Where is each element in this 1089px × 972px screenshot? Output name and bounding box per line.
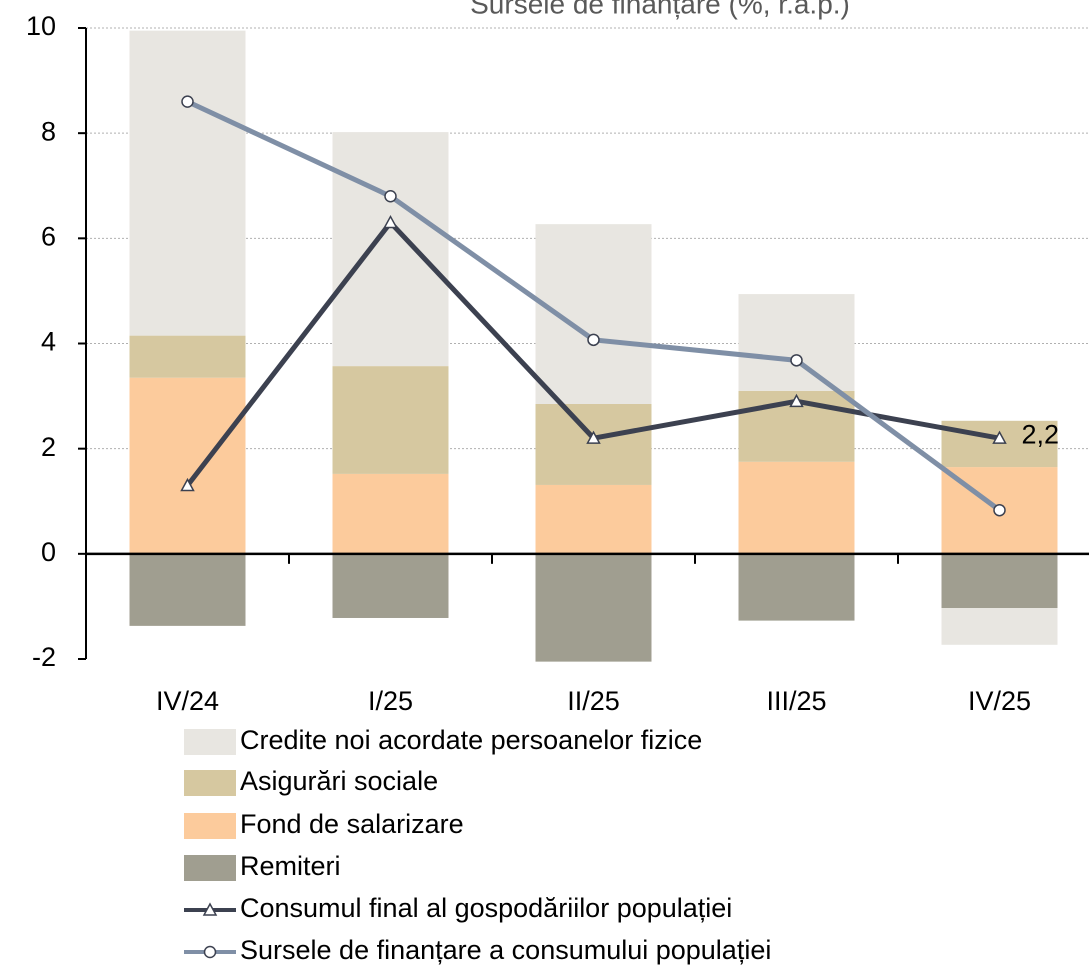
bar — [738, 553, 855, 621]
bar — [941, 607, 1058, 645]
line-marker — [992, 430, 1007, 444]
bar — [535, 403, 652, 485]
x-tick-label: III/25 — [766, 686, 826, 716]
bar — [738, 461, 855, 554]
line-marker — [789, 393, 804, 408]
legend-swatch — [184, 813, 236, 839]
y-tick-label: 10 — [26, 11, 56, 41]
x-tick-label: II/25 — [567, 686, 620, 716]
y-tick-label: -2 — [32, 642, 56, 672]
bar — [129, 335, 246, 378]
chart-title: Sursele de finanțare (%, r.a.p.) — [470, 0, 850, 19]
bar — [129, 30, 246, 336]
legend-swatch — [184, 855, 236, 881]
x-tick-label: IV/25 — [968, 686, 1031, 716]
bar — [332, 366, 449, 474]
bar — [129, 377, 246, 554]
bar — [332, 473, 449, 554]
line-marker — [586, 430, 601, 444]
legend-swatch — [184, 770, 236, 796]
line-marker — [790, 354, 803, 367]
bar — [332, 553, 449, 618]
legend-label: Sursele de finanțare a consumului popula… — [240, 935, 771, 965]
legend-label: Credite noi acordate persoanelor fizice — [240, 725, 702, 755]
x-tick-label: I/25 — [368, 686, 413, 716]
legend-marker — [203, 945, 217, 959]
bar — [332, 132, 449, 367]
legend-label: Remiteri — [240, 851, 341, 881]
data-label: 2,2 — [1022, 419, 1060, 449]
y-tick-label: 0 — [41, 537, 56, 567]
line-marker — [383, 214, 398, 229]
bar — [941, 420, 1058, 468]
legend-label: Asigurări sociale — [240, 766, 438, 796]
line-marker — [993, 503, 1006, 517]
line-marker — [181, 95, 194, 108]
bar — [535, 553, 652, 662]
line-marker — [180, 477, 195, 492]
legend-label: Consumul final al gospodăriilor populați… — [240, 893, 732, 923]
legend-swatch — [184, 729, 236, 755]
legend-marker — [202, 902, 218, 916]
y-tick-label: 2 — [41, 432, 56, 462]
y-tick-label: 6 — [41, 221, 56, 251]
x-tick-label: IV/24 — [156, 686, 219, 716]
bar — [941, 553, 1058, 608]
bar — [738, 294, 855, 391]
legend-label: Fond de salarizare — [240, 809, 464, 839]
y-tick-label: 8 — [41, 116, 56, 146]
bar — [535, 484, 652, 554]
y-tick-label: 4 — [41, 327, 56, 357]
bar — [129, 553, 246, 626]
line-marker — [384, 190, 397, 203]
line-marker — [587, 333, 600, 347]
